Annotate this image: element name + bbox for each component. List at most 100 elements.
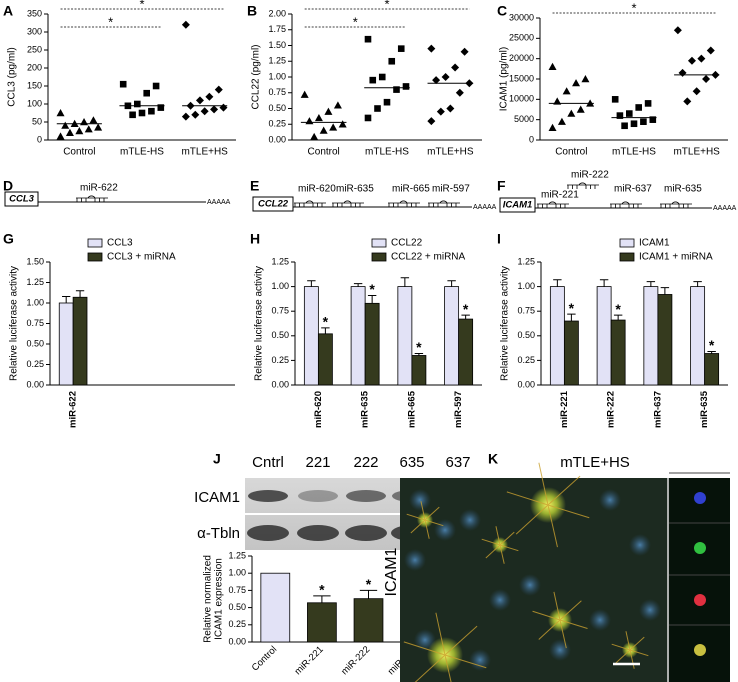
panel-letter: D	[3, 178, 13, 194]
legend-swatch	[371, 238, 387, 248]
data-point	[692, 87, 701, 96]
y-tick-label: 0.25	[26, 359, 44, 369]
y-tick-label: 0.25	[517, 355, 535, 365]
error-bar	[307, 280, 316, 287]
error-bar	[62, 295, 71, 303]
data-point	[441, 73, 450, 81]
data-point	[640, 118, 647, 125]
poly-a-tail: AAAAA	[713, 205, 737, 212]
y-axis-title: Relative normalized	[203, 555, 214, 643]
y-tick-label: 1.50	[268, 40, 286, 50]
error-bar	[313, 595, 331, 603]
legend-swatch	[619, 238, 635, 248]
lane-label: Cntrl	[252, 454, 284, 471]
error-bar	[693, 281, 702, 287]
significance-star: *	[615, 301, 621, 317]
x-tick-label: miR-622	[68, 391, 79, 428]
y-tick-label: 1.00	[268, 71, 286, 81]
y-tick-label: 1.00	[26, 297, 44, 307]
y-axis-title: ICAM1 (pg/ml)	[499, 47, 510, 111]
bar	[563, 320, 579, 386]
data-point	[205, 92, 214, 101]
data-point	[200, 107, 209, 116]
significance-star: *	[384, 0, 389, 11]
significance-star: *	[366, 576, 372, 592]
bar	[643, 286, 659, 386]
y-tick-label: 1.75	[268, 24, 286, 34]
blot-band	[346, 490, 386, 502]
x-tick-label: mTLE-HS	[365, 147, 409, 158]
data-point	[616, 112, 624, 119]
bar	[260, 572, 291, 643]
bar	[690, 286, 706, 386]
y-axis-title: Relative luciferase activity	[500, 266, 511, 381]
error-bar	[367, 294, 377, 304]
data-point	[369, 76, 377, 84]
x-tick-label: Control	[63, 147, 95, 158]
strip-cell	[694, 492, 706, 504]
binding-site	[76, 195, 108, 202]
data-point	[191, 110, 200, 119]
data-point	[572, 79, 581, 87]
gene-name: ICAM1	[503, 200, 533, 211]
data-point	[310, 132, 319, 141]
y-tick-label: 300	[27, 26, 42, 36]
y-axis-title: CCL3 (pg/ml)	[7, 47, 18, 106]
y-tick-label: 150	[27, 80, 42, 90]
micrograph-label: ICAM1	[383, 547, 400, 596]
x-tick-label: miR-637	[652, 391, 663, 428]
y-tick-label: 0.50	[268, 103, 286, 113]
data-point	[333, 101, 342, 109]
data-point	[611, 96, 619, 103]
y-tick-label: 0.00	[228, 636, 246, 646]
error-bar	[359, 589, 378, 599]
data-point	[324, 107, 333, 115]
data-point	[402, 83, 410, 90]
data-point	[181, 20, 190, 29]
gene-name: CCL3	[9, 194, 35, 205]
gene-box	[4, 191, 39, 207]
bar	[317, 333, 333, 386]
mirna-label: miR-622	[80, 183, 118, 194]
data-point	[548, 123, 557, 131]
error-bar	[613, 314, 623, 321]
data-point	[687, 56, 696, 65]
data-point	[157, 104, 165, 111]
panel-letter: C	[497, 3, 507, 19]
process	[532, 591, 588, 649]
poly-a-tail: AAAAA	[473, 204, 497, 211]
y-tick-label: 0.50	[228, 602, 246, 612]
data-point	[65, 128, 74, 136]
data-point	[576, 105, 585, 113]
gene-name: CCL22	[258, 199, 289, 210]
lane-label: 221	[305, 454, 330, 471]
data-point	[644, 100, 652, 107]
data-point	[305, 117, 314, 125]
y-tick-label: 0.00	[26, 379, 44, 389]
nucleus	[589, 609, 611, 631]
bar	[549, 286, 565, 386]
binding-site	[610, 201, 642, 208]
data-point	[319, 126, 328, 134]
mirna-label: miR-635	[336, 184, 374, 195]
mirna-label: miR-665	[392, 184, 430, 195]
data-point	[383, 98, 391, 106]
legend-label: CCL3 + miRNA	[107, 252, 176, 263]
data-point	[378, 73, 386, 81]
data-point	[94, 123, 103, 131]
y-axis-title: CCL22 (pg/ml)	[251, 44, 262, 109]
strip-cell	[694, 644, 706, 656]
legend-label: CCL22 + miRNA	[391, 252, 466, 263]
error-bar	[461, 314, 470, 320]
y-tick-label: 0.50	[26, 338, 44, 348]
data-point	[84, 125, 93, 133]
panel-letter: B	[247, 3, 257, 19]
error-bar	[321, 327, 330, 334]
y-tick-label: 0.75	[517, 306, 535, 316]
panel-letter: K	[488, 451, 498, 467]
y-tick-label: 350	[27, 8, 42, 18]
data-point	[214, 85, 223, 94]
y-tick-label: 1.25	[271, 256, 289, 266]
error-bar	[660, 287, 670, 295]
y-tick-label: 250	[27, 44, 42, 54]
